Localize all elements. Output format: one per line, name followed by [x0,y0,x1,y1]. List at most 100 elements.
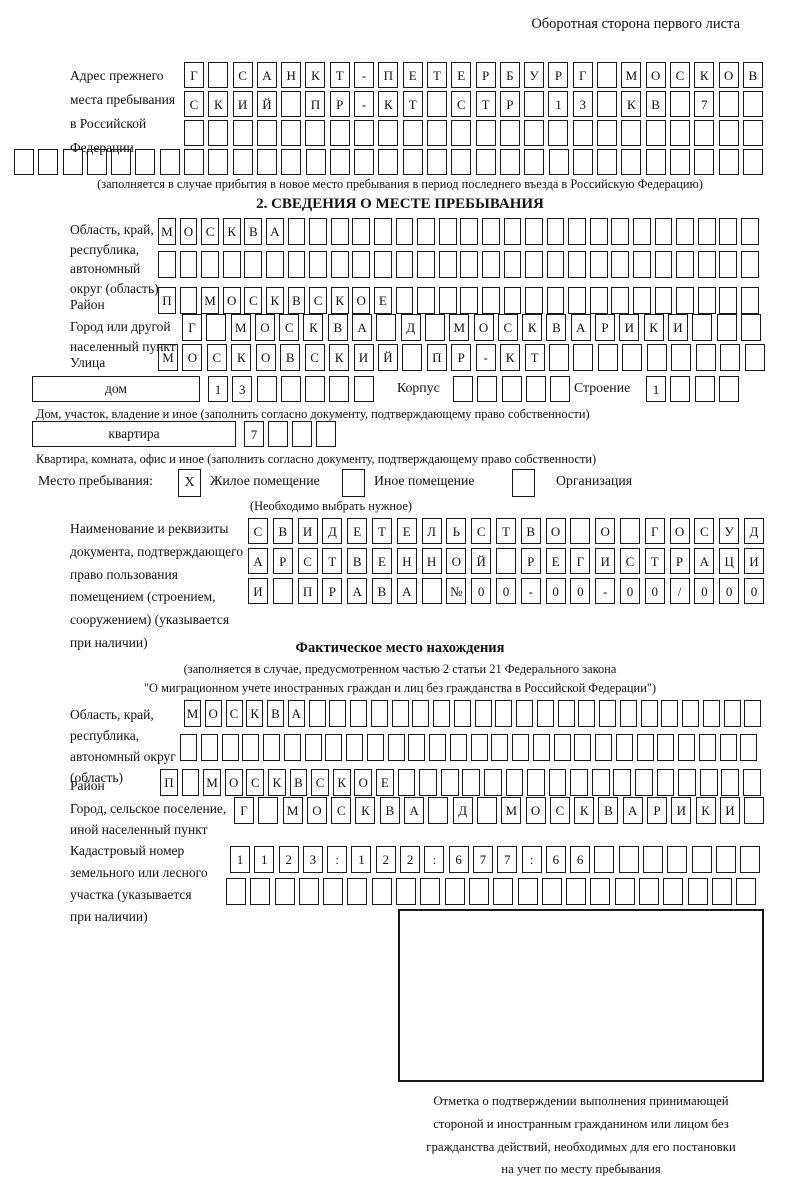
form-cell[interactable]: Т [524,344,545,371]
form-cell[interactable] [536,700,554,727]
form-cell[interactable] [572,149,593,175]
form-cell[interactable]: О [352,287,371,314]
form-cell[interactable] [397,769,416,796]
form-cell[interactable] [495,548,516,574]
form-cell[interactable] [352,251,371,278]
form-cell[interactable] [676,251,695,278]
form-cell[interactable]: В [742,62,763,88]
form-cell[interactable]: 0 [545,578,566,604]
form-cell[interactable] [38,149,59,175]
form-cell[interactable]: Н [421,548,442,574]
form-cell[interactable] [391,700,409,727]
form-cell[interactable] [481,251,500,278]
form-cell[interactable] [304,734,322,761]
form-cell[interactable]: 0 [694,578,715,604]
form-cell[interactable] [419,769,437,796]
form-cell[interactable] [460,251,479,278]
form-cell[interactable]: О [446,548,467,574]
form-cell[interactable]: - [354,62,375,88]
form-cell[interactable] [546,251,565,278]
form-cell[interactable]: № [446,578,467,604]
form-cell[interactable] [292,421,312,447]
form-cell[interactable]: А [248,548,268,574]
form-cell[interactable]: Р [647,797,668,824]
form-cell[interactable]: К [621,91,642,117]
form-cell[interactable]: 2 [400,846,421,873]
form-cell[interactable]: - [520,578,541,604]
form-cell[interactable] [633,218,651,245]
form-cell[interactable] [718,91,739,117]
form-cell[interactable]: Г [572,62,593,88]
form-cell[interactable] [645,149,666,175]
form-cell[interactable] [743,769,761,796]
form-cell[interactable] [669,120,690,146]
form-cell[interactable] [744,797,765,824]
form-cell[interactable] [421,578,442,604]
form-cell[interactable] [597,149,618,175]
form-cell[interactable]: В [645,91,666,117]
form-cell[interactable]: 0 [743,578,764,604]
form-cell[interactable] [589,251,608,278]
form-cell[interactable] [329,376,350,402]
form-cell[interactable] [62,149,83,175]
form-cell[interactable] [316,421,336,447]
form-cell[interactable] [503,218,522,245]
form-cell[interactable]: Р [322,578,343,604]
form-cell[interactable] [622,344,643,371]
form-cell[interactable] [657,734,675,761]
form-cell[interactable]: О [255,344,276,371]
form-cell[interactable] [611,251,630,278]
form-cell[interactable]: О [595,518,616,544]
form-cell[interactable] [159,149,180,175]
form-cell[interactable] [329,700,347,727]
form-cell[interactable]: О [545,518,566,544]
kvartira-row[interactable]: 7 [244,421,336,447]
form-cell[interactable]: В [598,797,619,824]
form-cell[interactable]: Ь [446,518,467,544]
form-cell[interactable] [158,251,176,278]
form-cell[interactable] [720,344,741,371]
form-cell[interactable] [352,218,371,245]
form-cell[interactable]: А [694,548,715,574]
form-cell[interactable] [636,734,654,761]
form-cell[interactable]: А [265,218,284,245]
form-cell[interactable]: О [204,700,222,727]
form-cell[interactable]: И [595,548,616,574]
form-cell[interactable]: 6 [448,846,469,873]
form-cell[interactable] [346,734,363,761]
form-cell[interactable] [420,878,441,905]
form-cell[interactable] [676,287,695,314]
form-cell[interactable] [274,878,295,905]
form-cell[interactable] [613,769,632,796]
form-cell[interactable] [719,251,738,278]
form-cell[interactable]: 1 [230,846,250,873]
form-cell[interactable] [678,734,695,761]
form-cell[interactable] [572,120,593,146]
form-cell[interactable]: С [451,91,472,117]
form-cell[interactable] [462,769,481,796]
form-cell[interactable]: С [549,797,570,824]
form-cell[interactable]: И [743,548,764,574]
form-cell[interactable] [639,878,660,905]
form-cell[interactable]: 7 [694,91,715,117]
form-cell[interactable] [491,734,509,761]
form-cell[interactable]: А [352,314,373,341]
form-cell[interactable] [663,878,684,905]
form-cell[interactable] [476,797,497,824]
form-cell[interactable] [449,734,467,761]
form-cell[interactable]: Й [471,548,492,574]
form-cell[interactable]: Ц [719,548,740,574]
form-cell[interactable] [619,700,637,727]
form-cell[interactable] [208,62,229,88]
form-cell[interactable] [548,120,569,146]
form-cell[interactable] [557,700,575,727]
form-cell[interactable] [323,878,344,905]
form-cell[interactable] [244,251,263,278]
form-cell[interactable] [309,251,327,278]
form-cell[interactable] [718,149,739,175]
form-cell[interactable] [597,62,618,88]
form-cell[interactable] [206,314,227,341]
form-cell[interactable] [678,769,697,796]
